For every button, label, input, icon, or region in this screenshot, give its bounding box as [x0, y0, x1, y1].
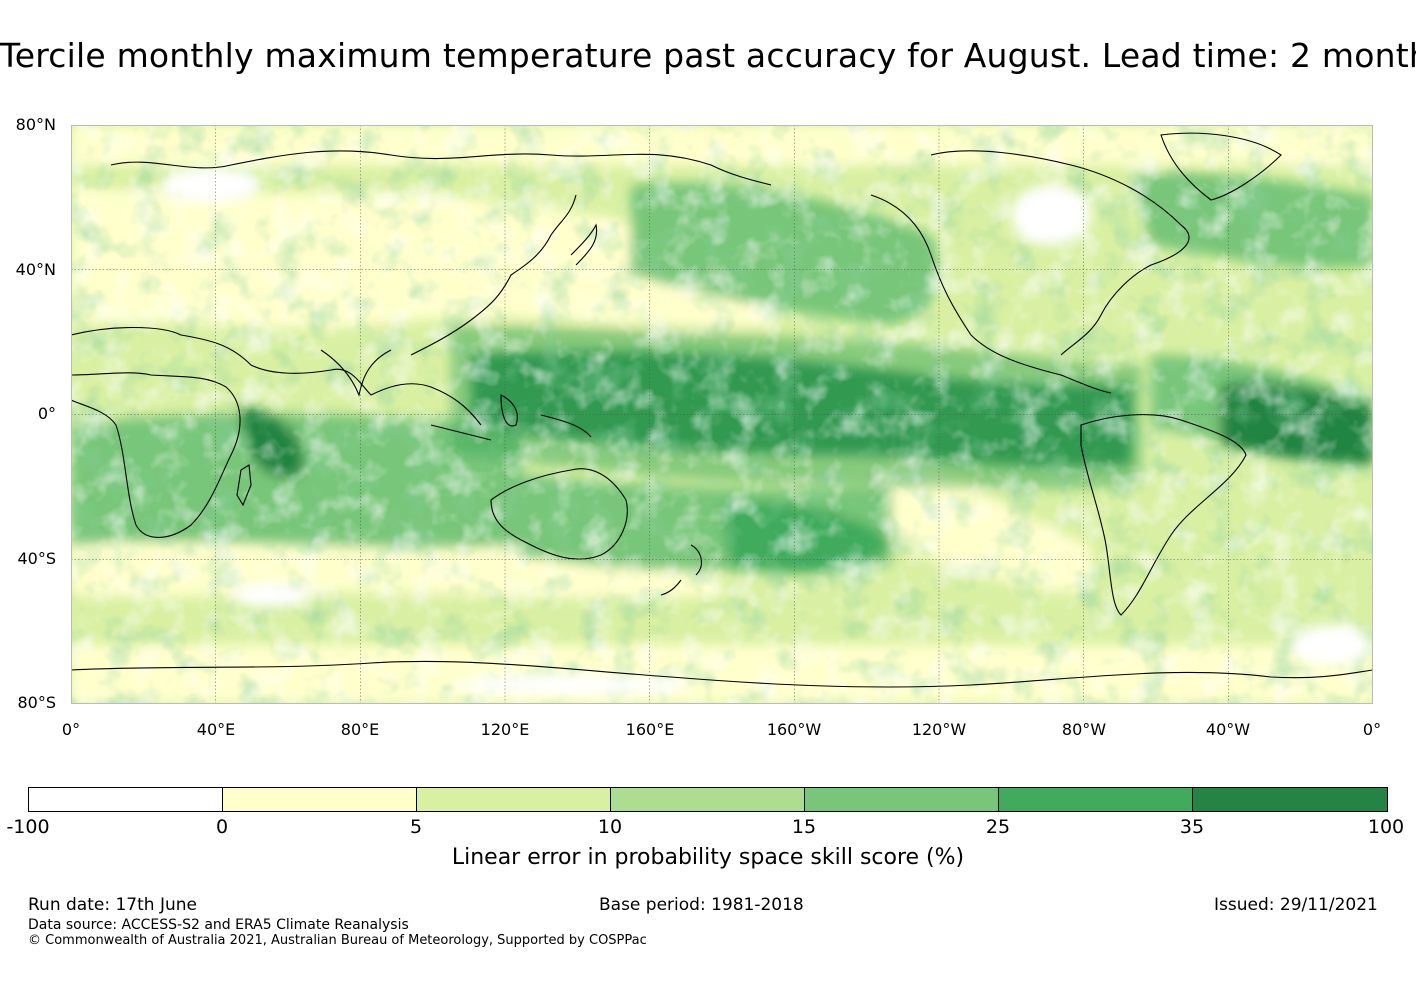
colorbar-label: Linear error in probability space skill …: [451, 845, 965, 870]
lon-label-160e: 160°E: [625, 720, 675, 739]
lon-label-0-right: 0°: [1362, 720, 1382, 739]
copyright-notice: © Commonwealth of Australia 2021, Austra…: [28, 933, 647, 948]
lat-label-equator: 0°: [37, 404, 56, 423]
lon-label-0-left: 0°: [61, 720, 81, 739]
colorbar-tick: 5: [409, 816, 423, 838]
colorbar-segment-neg100-0: [28, 787, 223, 812]
colorbar-tick: 15: [791, 816, 817, 838]
data-source: Data source: ACCESS-S2 and ERA5 Climate …: [28, 917, 409, 933]
run-date: Run date: 17th June: [28, 895, 197, 915]
colorbar-segment-5-10: [416, 787, 611, 812]
colorbar-tick: 10: [597, 816, 623, 838]
colorbar-segment-15-25: [804, 787, 999, 812]
colorbar-segment-25-35: [998, 787, 1193, 812]
map-title: Tercile monthly maximum temperature past…: [0, 36, 1416, 75]
lat-label-40s: 40°S: [17, 549, 56, 568]
graticule: [71, 125, 1373, 704]
lon-label-40w: 40°W: [1205, 720, 1251, 739]
colorbar-tick: -100: [6, 816, 50, 838]
colorbar-segment-10-15: [610, 787, 805, 812]
lon-label-120e: 120°E: [480, 720, 530, 739]
lon-label-120w: 120°W: [911, 720, 967, 739]
negative-skill-patches: [161, 167, 1371, 695]
coastlines: [71, 132, 1373, 688]
colorbar-tick: 0: [215, 816, 229, 838]
lat-label-80n: 80°N: [15, 115, 56, 134]
lon-label-160w: 160°W: [766, 720, 822, 739]
colorbar-tick: 25: [985, 816, 1011, 838]
lon-label-80w: 80°W: [1061, 720, 1107, 739]
lon-label-80e: 80°E: [340, 720, 380, 739]
issued-date: Issued: 29/11/2021: [1214, 895, 1378, 915]
colorbar-tick: 100: [1367, 816, 1405, 838]
lat-label-40n: 40°N: [15, 260, 56, 279]
skill-score-map: [71, 125, 1373, 704]
colorbar-segment-0-5: [222, 787, 417, 812]
lon-label-40e: 40°E: [196, 720, 236, 739]
colorbar-tick: 35: [1179, 816, 1205, 838]
colorbar-segment-35-100: [1192, 787, 1388, 812]
colorbar: [28, 787, 1388, 812]
lat-label-80s: 80°S: [17, 693, 56, 712]
base-period: Base period: 1981-2018: [599, 895, 804, 915]
map-frame: [71, 125, 1373, 704]
